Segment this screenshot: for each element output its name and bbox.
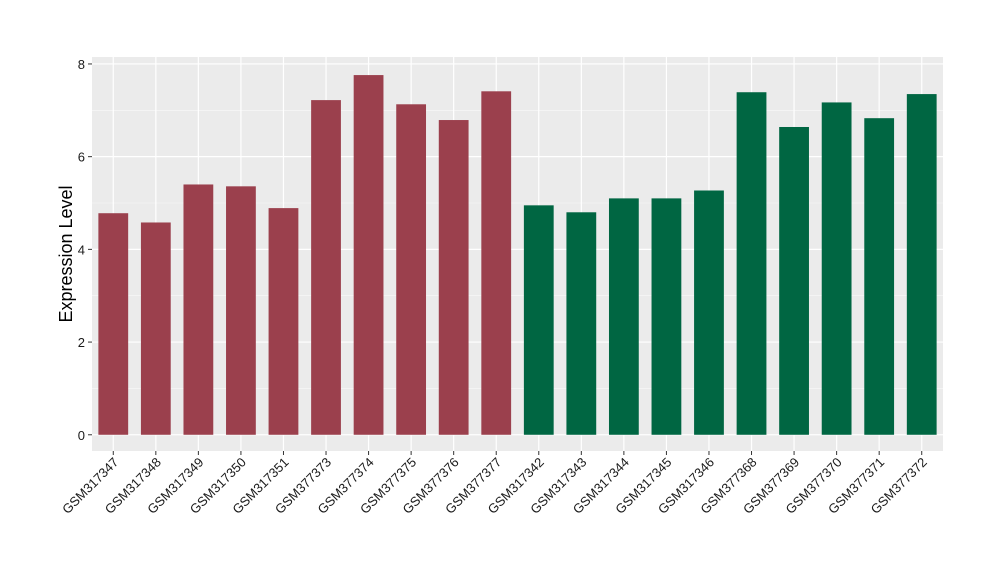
plot-panel [92,57,943,451]
y-tick-label: 2 [78,335,85,350]
y-tick-label: 4 [78,242,85,257]
bar-GSM377374 [353,75,384,435]
bar-GSM317343 [566,212,597,435]
bar-GSM317342 [523,205,554,435]
y-axis-label: Expression Level [56,185,76,322]
bar-GSM377376 [438,120,469,435]
bars [98,75,937,435]
y-tick-label: 8 [78,57,85,72]
bar-GSM317346 [694,190,724,435]
bar-GSM317348 [140,222,171,435]
bar-GSM377372 [906,94,937,435]
bar-GSM317345 [651,198,682,435]
bar-GSM317351 [268,208,299,435]
bar-GSM377373 [311,100,341,435]
y-axis: 0 2 4 6 8 [78,57,92,443]
bar-GSM377375 [396,104,427,435]
bar-GSM377369 [779,126,809,435]
x-axis: GSM317347GSM317348GSM317349GSM317350GSM3… [59,451,930,517]
bar-GSM317344 [608,198,639,435]
bar-GSM377377 [481,91,512,435]
bar-GSM377370 [821,102,852,435]
bar-GSM377371 [864,118,895,435]
y-tick-label: 0 [78,428,85,443]
bar-GSM317349 [183,184,214,435]
bar-GSM317347 [98,213,129,435]
bar-GSM317350 [226,186,256,435]
y-tick-label: 6 [78,150,85,165]
bar-GSM377368 [736,92,767,435]
